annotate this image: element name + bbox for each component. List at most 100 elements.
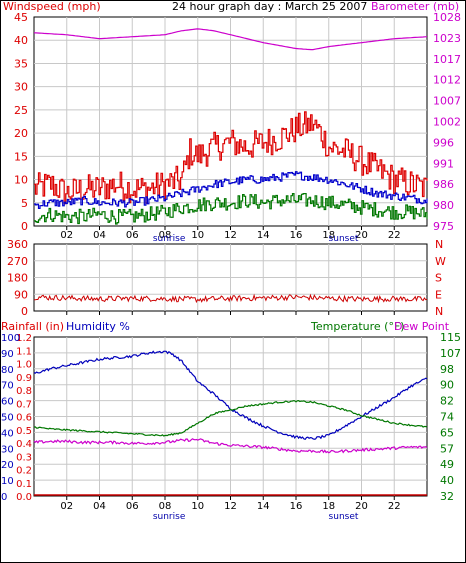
y-tick-label-rain: 1.2	[16, 333, 32, 344]
x-tick-label: 10	[191, 501, 204, 512]
rain-humidity-temperature-panel: 0.0 0.1 0.2 0.3 0.4 0.5 0.6 0.7 0.8 0.9 1.0 1.1 1.2 0…	[1, 331, 461, 522]
sunset-label: sunset	[329, 512, 359, 522]
y-tick-label-direction: 270	[7, 255, 28, 268]
x-tick-label: 20	[355, 501, 368, 512]
y-tick-label-temperature: 49	[440, 458, 454, 471]
y-tick-label-wind: 35	[14, 57, 28, 70]
y-tick-label-rain: 0.8	[16, 386, 32, 397]
rainfall-label: Rainfall (in)	[1, 320, 65, 333]
y-tick-label-direction: 0	[21, 305, 28, 318]
sunset-label: sunset	[329, 234, 359, 244]
y-tick-label-temperature: 40	[440, 474, 454, 487]
graph-title: 24 hour graph day : March 25 2007	[172, 0, 368, 13]
compass-label: N	[435, 238, 443, 251]
compass-label: E	[435, 288, 442, 301]
y-tick-label-temperature: 74	[440, 411, 454, 424]
x-tick-label: 18	[322, 230, 335, 241]
y-tick-label-temperature: 115	[440, 331, 461, 344]
y-tick-label-rain: 0.6	[16, 413, 32, 424]
x-tick-label: 18	[322, 501, 335, 512]
y-tick-label-rain: 0.7	[16, 399, 32, 410]
y-tick-label-rain: 0.0	[16, 492, 32, 503]
y-tick-label-baro: 1012	[433, 74, 461, 87]
x-tick-label: 10	[191, 230, 204, 241]
y-tick-label-humidity: 100	[1, 333, 20, 344]
y-tick-label-rain: 0.5	[16, 426, 32, 437]
y-tick-label-wind: 20	[14, 127, 28, 140]
y-tick-label-humidity: 10	[1, 476, 14, 487]
y-tick-label-rain: 1.0	[16, 360, 32, 371]
y-tick-label-temperature: 90	[440, 379, 454, 392]
y-tick-label-wind: 15	[14, 150, 28, 163]
y-tick-label-baro: 1023	[433, 32, 461, 45]
y-tick-label-temperature: 65	[440, 426, 454, 439]
y-tick-label-direction: 90	[14, 288, 28, 301]
x-tick-label: 22	[388, 501, 401, 512]
x-tick-label: 04	[93, 501, 106, 512]
y-tick-label-rain: 0.1	[16, 479, 32, 490]
y-tick-label-rain: 1.1	[16, 346, 32, 357]
wind-barometer-panel: 0510152025303540459759809869919961002100…	[14, 11, 461, 244]
y-tick-label-rain: 0.2	[16, 466, 32, 477]
y-tick-label-baro: 1002	[433, 116, 461, 129]
dewpoint-line	[33, 438, 428, 454]
y-tick-label-baro: 975	[433, 220, 454, 233]
wind-avg-line	[34, 171, 428, 209]
y-tick-label-wind: 45	[14, 11, 28, 24]
y-tick-label-humidity: 90	[1, 349, 14, 360]
y-tick-label-humidity: 80	[1, 365, 14, 376]
y-tick-label-rain: 0.9	[16, 373, 32, 384]
y-tick-label-direction: 180	[7, 272, 28, 285]
compass-label: S	[435, 272, 442, 285]
y-tick-label-baro: 986	[433, 178, 454, 191]
y-tick-label-temperature: 98	[440, 363, 454, 376]
dewpoint-label: Dew Point	[394, 320, 450, 333]
y-tick-label-wind: 5	[21, 197, 28, 210]
barometer-line	[33, 28, 428, 51]
y-tick-label-wind: 10	[14, 174, 28, 187]
x-tick-label: 12	[224, 501, 237, 512]
x-tick-label: 14	[257, 501, 270, 512]
x-tick-label: 22	[388, 230, 401, 241]
barometer-label: Barometer (mb)	[371, 0, 460, 13]
x-tick-label: 16	[290, 230, 303, 241]
y-tick-label-wind: 0	[21, 220, 28, 233]
y-tick-label-baro: 996	[433, 136, 454, 149]
y-tick-label-rain: 0.3	[16, 452, 32, 463]
y-tick-label-humidity: 50	[1, 413, 14, 424]
sunrise-label: sunrise	[153, 512, 186, 522]
wind-gust-line	[34, 111, 428, 205]
y-tick-label-baro: 980	[433, 199, 454, 212]
wind-direction-line	[34, 293, 428, 304]
y-tick-label-humidity: 30	[1, 444, 14, 455]
y-tick-label-temperature: 32	[440, 490, 454, 503]
temperature-label: Temperature (°F)	[311, 320, 405, 333]
x-tick-label: 02	[60, 501, 73, 512]
sunrise-label: sunrise	[153, 234, 186, 244]
x-tick-label: 06	[126, 230, 139, 241]
x-tick-label: 12	[224, 230, 237, 241]
wind-low-line	[34, 193, 428, 225]
y-tick-label-wind: 40	[14, 34, 28, 47]
y-tick-label-baro: 1007	[433, 95, 461, 108]
y-tick-label-humidity: 70	[1, 381, 14, 392]
y-tick-label-baro: 1028	[433, 11, 461, 24]
y-tick-label-temperature: 107	[440, 347, 461, 360]
x-tick-label: 08	[159, 230, 172, 241]
x-tick-label: 02	[60, 230, 73, 241]
y-tick-label-rain: 0.4	[16, 439, 32, 450]
x-tick-label: 20	[355, 230, 368, 241]
x-tick-label: 06	[126, 501, 139, 512]
x-tick-label: 16	[290, 501, 303, 512]
windspeed-label: Windspeed (mph)	[3, 0, 101, 13]
temperature-line	[33, 399, 428, 437]
y-tick-label-wind: 25	[14, 104, 28, 117]
humidity-label: Humidity %	[66, 320, 130, 333]
y-tick-label-humidity: 0	[1, 492, 7, 503]
x-tick-label: 08	[159, 501, 172, 512]
y-tick-label-humidity: 40	[1, 428, 14, 439]
compass-label: N	[435, 305, 443, 318]
y-tick-label-temperature: 82	[440, 395, 454, 408]
